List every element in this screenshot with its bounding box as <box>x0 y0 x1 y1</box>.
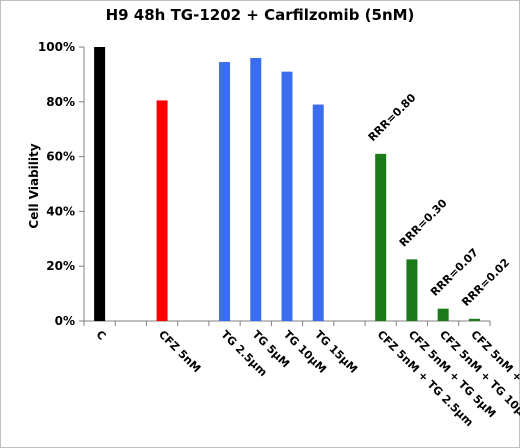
y-tick-label: 0% <box>55 314 75 328</box>
bar <box>375 153 387 321</box>
chart-title: H9 48h TG-1202 + Carfilzomib (5nM) <box>105 6 415 24</box>
bar <box>312 104 324 321</box>
x-tick-label: C <box>93 328 108 343</box>
y-tick-label: 100% <box>38 40 75 54</box>
y-tick-label: 40% <box>46 204 75 218</box>
bar <box>437 308 449 321</box>
bar <box>250 57 262 322</box>
bar <box>281 71 293 321</box>
bar <box>219 62 231 321</box>
y-tick-label: 80% <box>46 95 75 109</box>
y-tick-label: 20% <box>46 259 75 273</box>
x-tick-label: CFZ 5nM <box>156 328 203 375</box>
bar <box>94 47 106 321</box>
bar <box>468 318 480 321</box>
bar <box>156 100 168 322</box>
y-tick-label: 60% <box>46 150 75 164</box>
bar-annotation: RRR=0.80 <box>366 91 419 144</box>
bar <box>406 259 418 321</box>
bar-annotation: RRR=0.30 <box>397 196 450 249</box>
